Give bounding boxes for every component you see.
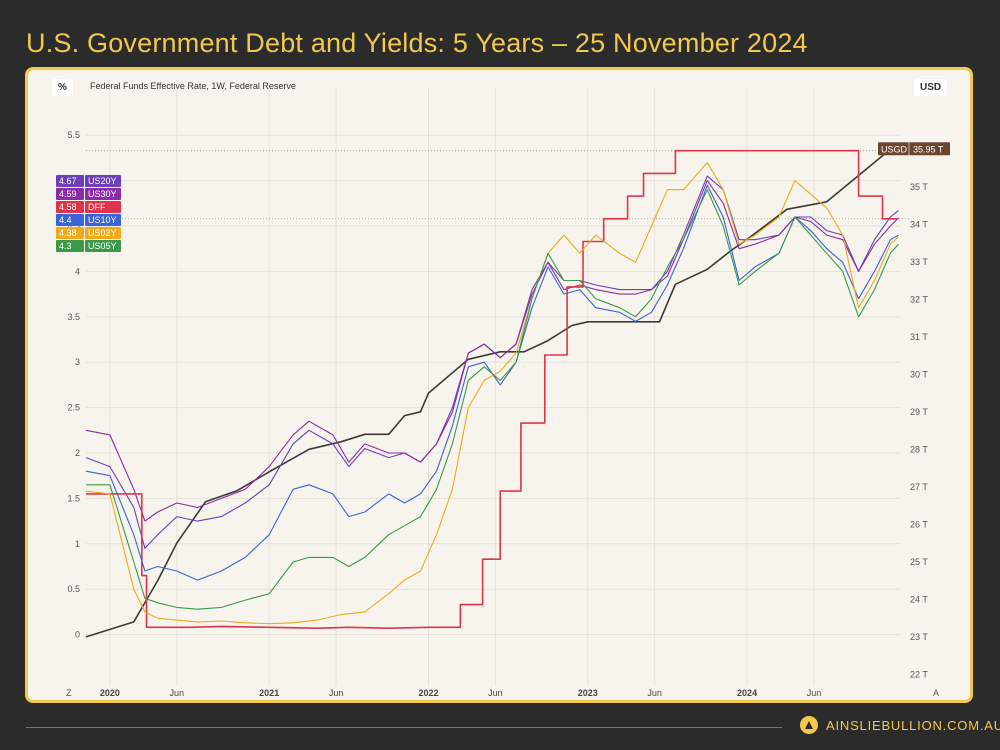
chart-title: U.S. Government Debt and Yields: 5 Years…: [26, 28, 808, 58]
legend-value: 4.4: [59, 215, 72, 225]
legend-name-badge: [85, 240, 121, 252]
x-tick-label: 2021: [259, 688, 279, 698]
x-edge-left-label: Z: [66, 688, 72, 698]
series-line-us02y: [85, 161, 899, 625]
legend-name: US05Y: [88, 241, 117, 251]
right-tick-label: 30 T: [910, 369, 928, 379]
debt-label-name: USGD: [881, 144, 908, 154]
brand-name: AINSLIEBULLION.COM.AU: [826, 717, 1000, 733]
legend-value-badge: [56, 188, 84, 200]
series-line-dff: [86, 149, 899, 629]
x-edge-right-label: A: [933, 688, 939, 698]
x-tick-label: 2024: [737, 688, 757, 698]
right-tick-label: 34 T: [910, 219, 928, 229]
left-tick-label: 4: [75, 266, 80, 276]
left-unit-label: %: [52, 79, 73, 96]
x-tick-label: Jun: [488, 688, 503, 698]
left-tick-label: 0.5: [67, 584, 80, 594]
series-line-us10y: [85, 184, 899, 581]
right-tick-label: 23 T: [910, 632, 928, 642]
right-tick-label: 32 T: [910, 294, 928, 304]
x-tick-label: 2023: [578, 688, 598, 698]
right-tick-label: 26 T: [910, 519, 928, 529]
debt-label-badge: [878, 142, 950, 156]
legend-value-badge: [56, 227, 84, 239]
series-line-us05y: [86, 189, 899, 610]
footer-divider: [26, 727, 782, 728]
chart-svg: 00.511.522.533.544.555.522 T23 T24 T25 T…: [56, 88, 950, 698]
x-tick-label: Jun: [647, 688, 662, 698]
brand-logo-icon: [800, 716, 818, 734]
left-tick-label: 1: [75, 539, 80, 549]
right-tick-label: 24 T: [910, 594, 928, 604]
x-tick-label: 2020: [100, 688, 120, 698]
legend-name: US30Y: [88, 189, 117, 199]
right-tick-label: 33 T: [910, 257, 928, 267]
x-tick-label: 2022: [418, 688, 438, 698]
legend-name: DFF: [88, 202, 106, 212]
legend-value: 4.67: [59, 176, 77, 186]
legend-name-badge: [85, 188, 121, 200]
left-tick-label: 1.5: [67, 493, 80, 503]
left-tick-label: 4.5: [67, 221, 80, 231]
legend-value-badge: [56, 214, 84, 226]
right-tick-label: 35 T: [910, 182, 928, 192]
right-tick-label: 27 T: [910, 482, 928, 492]
legend-value: 4.38: [59, 228, 77, 238]
right-tick-label: 25 T: [910, 557, 928, 567]
x-tick-label: Jun: [170, 688, 185, 698]
right-tick-label: 28 T: [910, 444, 928, 454]
legend-value: 4.59: [59, 189, 77, 199]
legend-value-badge: [56, 201, 84, 213]
legend-value-badge: [56, 175, 84, 187]
left-tick-label: 2: [75, 448, 80, 458]
legend-name-badge: [85, 214, 121, 226]
left-tick-label: 3.5: [67, 312, 80, 322]
legend-value-badge: [56, 240, 84, 252]
legend-name: US10Y: [88, 215, 117, 225]
legend-value: 4.58: [59, 202, 77, 212]
right-unit-label: USD: [914, 79, 948, 96]
legend-value: 4.3: [59, 241, 72, 251]
series-line-usgd: [85, 148, 891, 638]
right-tick-label: 22 T: [910, 669, 928, 679]
legend-name-badge: [85, 227, 121, 239]
x-tick-label: Jun: [807, 688, 822, 698]
legend-name-badge: [85, 175, 121, 187]
left-tick-label: 2.5: [67, 403, 80, 413]
x-tick-label: Jun: [329, 688, 344, 698]
legend-name: US20Y: [88, 176, 117, 186]
debt-label-value: 35.95 T: [913, 144, 944, 154]
legend-name: US02Y: [88, 228, 117, 238]
legend-name-badge: [85, 201, 121, 213]
right-tick-label: 31 T: [910, 332, 928, 342]
left-tick-label: 0: [75, 630, 80, 640]
chart-frame: % Federal Funds Effective Rate, 1W, Fede…: [25, 67, 973, 703]
left-tick-label: 5.5: [67, 130, 80, 140]
legend-header: Federal Funds Effective Rate, 1W, Federa…: [90, 81, 296, 91]
left-tick-label: 3: [75, 357, 80, 367]
series-line-us30y: [85, 180, 899, 522]
right-tick-label: 29 T: [910, 407, 928, 417]
brand-footer: AINSLIEBULLION.COM.AU: [800, 716, 1000, 734]
